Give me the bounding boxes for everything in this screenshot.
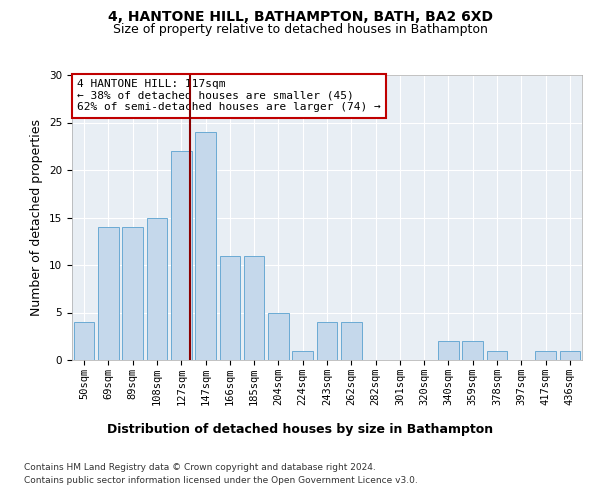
Bar	[268, 312, 289, 360]
Bar	[341, 322, 362, 360]
Text: Contains HM Land Registry data © Crown copyright and database right 2024.: Contains HM Land Registry data © Crown c…	[24, 462, 376, 471]
Bar	[122, 227, 143, 360]
Text: 4, HANTONE HILL, BATHAMPTON, BATH, BA2 6XD: 4, HANTONE HILL, BATHAMPTON, BATH, BA2 6…	[107, 10, 493, 24]
Bar	[292, 350, 313, 360]
Bar	[438, 341, 459, 360]
Text: Distribution of detached houses by size in Bathampton: Distribution of detached houses by size …	[107, 422, 493, 436]
Bar	[244, 256, 265, 360]
Bar	[560, 350, 580, 360]
Text: 4 HANTONE HILL: 117sqm
← 38% of detached houses are smaller (45)
62% of semi-det: 4 HANTONE HILL: 117sqm ← 38% of detached…	[77, 80, 381, 112]
Text: Size of property relative to detached houses in Bathampton: Size of property relative to detached ho…	[113, 22, 487, 36]
Y-axis label: Number of detached properties: Number of detached properties	[31, 119, 43, 316]
Bar	[98, 227, 119, 360]
Bar	[487, 350, 508, 360]
Bar	[74, 322, 94, 360]
Bar	[146, 218, 167, 360]
Bar	[463, 341, 483, 360]
Bar	[195, 132, 216, 360]
Text: Contains public sector information licensed under the Open Government Licence v3: Contains public sector information licen…	[24, 476, 418, 485]
Bar	[220, 256, 240, 360]
Bar	[317, 322, 337, 360]
Bar	[171, 151, 191, 360]
Bar	[535, 350, 556, 360]
